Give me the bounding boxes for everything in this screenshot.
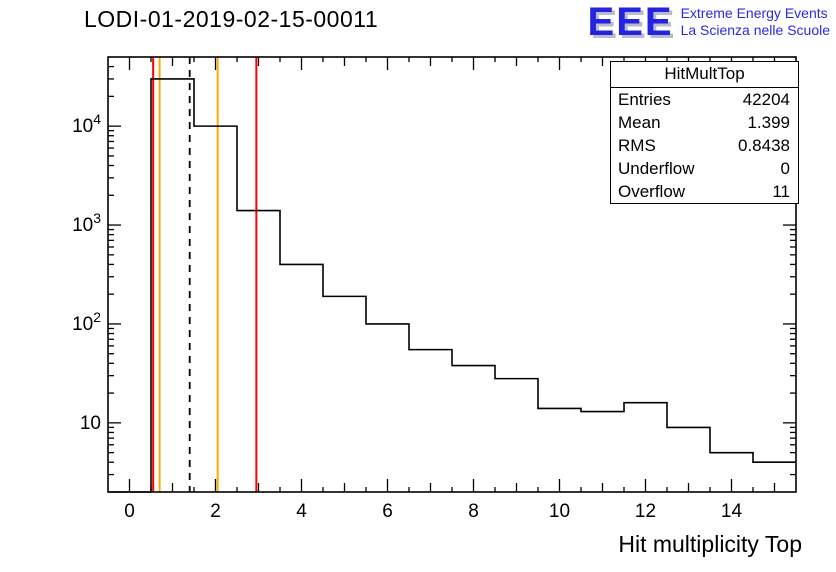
svg-text:0: 0 — [124, 501, 135, 522]
svg-text:14: 14 — [721, 501, 743, 522]
eee-logo: EEE Extreme Energy Events La Scienza nel… — [588, 2, 830, 42]
svg-text:4: 4 — [296, 501, 307, 522]
stats-label: Overflow — [618, 181, 686, 201]
svg-text:2: 2 — [210, 501, 221, 522]
plot-title: LODI-01-2019-02-15-00011 — [84, 6, 379, 32]
stats-value: 1.399 — [747, 112, 790, 132]
svg-text:10: 10 — [549, 501, 570, 522]
x-axis-title: Hit multiplicity Top — [618, 531, 802, 557]
stats-value: 0 — [780, 158, 790, 178]
svg-text:103: 103 — [72, 210, 101, 236]
stats-box-title: HitMultTop — [611, 62, 798, 88]
stats-row-entries: Entries 42204 — [611, 88, 798, 111]
stats-label: Underflow — [618, 158, 695, 178]
eee-logo-icon: EEE — [587, 0, 674, 44]
svg-text:6: 6 — [382, 501, 393, 522]
threshold-lines — [152, 57, 258, 492]
stats-box: HitMultTop Entries 42204 Mean 1.399 RMS … — [610, 61, 799, 204]
stats-row-rms: RMS 0.8438 — [611, 134, 798, 157]
svg-text:102: 102 — [72, 309, 101, 335]
eee-logo-line2: La Scienza nelle Scuole — [680, 22, 830, 38]
stats-row-overflow: Overflow 11 — [611, 180, 798, 203]
stats-label: RMS — [618, 135, 656, 155]
svg-text:10: 10 — [80, 413, 101, 434]
stats-row-underflow: Underflow 0 — [611, 157, 798, 180]
svg-text:8: 8 — [468, 501, 479, 522]
stats-row-mean: Mean 1.399 — [611, 111, 798, 134]
svg-text:12: 12 — [635, 501, 656, 522]
histogram-line — [108, 78, 796, 493]
plot-frame — [107, 56, 797, 493]
svg-text:104: 104 — [72, 111, 101, 137]
stats-value: 11 — [772, 181, 790, 201]
stats-value: 0.8438 — [738, 135, 790, 155]
stats-value: 42204 — [742, 89, 790, 109]
eee-logo-line1: Extreme Energy Events — [680, 5, 828, 21]
axis-labels: 0 2 4 6 8 10 12 14 10 102 103 104 — [72, 111, 742, 522]
stats-label: Mean — [618, 112, 661, 132]
stats-label: Entries — [618, 89, 671, 109]
eee-logo-text: Extreme Energy Events La Scienza nelle S… — [681, 5, 830, 39]
